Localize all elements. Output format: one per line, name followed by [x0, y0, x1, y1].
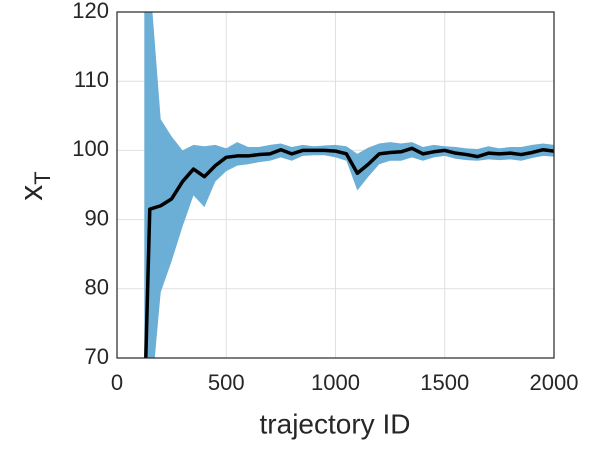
- x-tick-label: 500: [208, 370, 245, 395]
- x-axis-label: trajectory ID: [260, 408, 411, 439]
- y-tick-label: 100: [72, 136, 109, 161]
- y-axis-label-subscript: T: [30, 171, 55, 184]
- y-tick-label: 110: [74, 67, 109, 92]
- y-tick-label: 70: [85, 344, 109, 369]
- x-tick-label: 1000: [311, 370, 360, 395]
- y-axis-label-main: x: [13, 185, 49, 201]
- y-tick-label: 80: [85, 275, 109, 300]
- mean-line: [144, 146, 554, 358]
- axes-box: [116, 11, 555, 359]
- y-tick-label: 120: [72, 0, 109, 23]
- y-axis-label: xT: [13, 171, 54, 200]
- plot-area: [144, 12, 554, 358]
- x-tick-label: 0: [111, 370, 123, 395]
- x-tick-label: 2000: [530, 370, 579, 395]
- x-tick-label: 1500: [420, 370, 469, 395]
- y-tick-label: 90: [85, 205, 109, 230]
